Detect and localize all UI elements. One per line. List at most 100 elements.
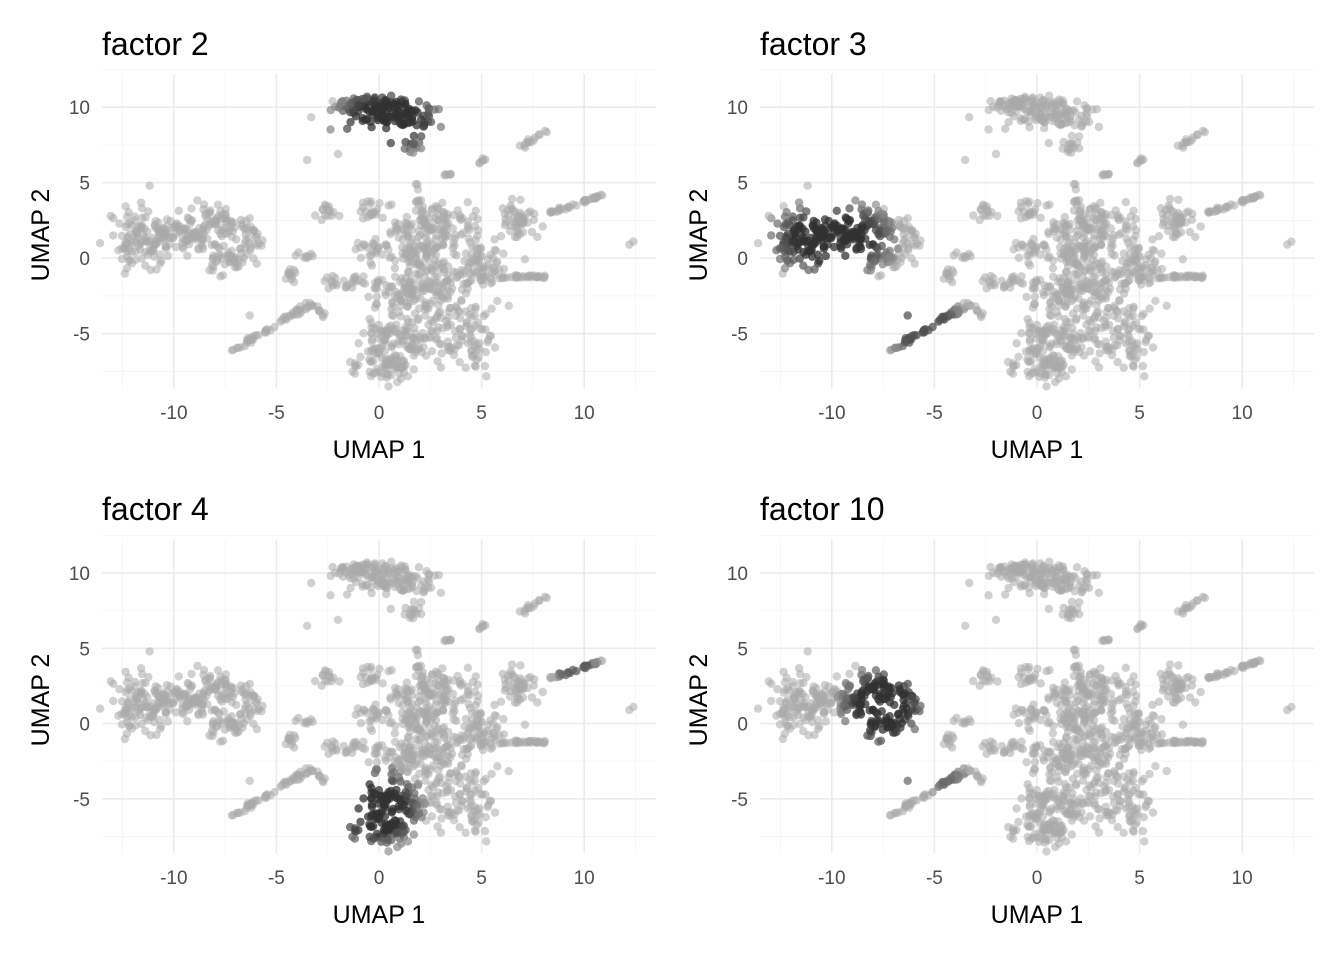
scatter-point: [1121, 198, 1131, 207]
scatter-point: [753, 239, 763, 248]
y-tick-label: 5: [79, 174, 90, 195]
scatter-point: [391, 692, 401, 701]
scatter-point: [857, 200, 867, 209]
scatter-point: [1101, 285, 1111, 295]
scatter-point: [199, 200, 209, 209]
scatter-point: [1066, 287, 1075, 297]
scatter-point: [184, 705, 194, 714]
scatter-point: [457, 230, 466, 239]
scatter-point: [384, 847, 393, 856]
scatter-point: [492, 259, 501, 268]
scatter-point: [1143, 331, 1153, 340]
scatter-point: [416, 609, 426, 619]
scatter-point: [335, 211, 344, 221]
scatter-point: [1020, 115, 1030, 124]
scatter-point: [791, 229, 800, 238]
y-axis-title: UMAP 2: [685, 189, 713, 282]
scatter-point: [449, 816, 459, 825]
scatter-point: [213, 200, 223, 209]
scatter-point: [106, 211, 116, 221]
scatter-point: [95, 704, 105, 713]
scatter-point: [166, 699, 176, 708]
scatter-point: [338, 563, 347, 572]
scatter-point: [150, 686, 159, 696]
scatter-point: [136, 198, 146, 207]
scatter-point: [394, 308, 404, 317]
scatter-point: [791, 695, 800, 704]
scatter-point: [572, 666, 581, 676]
scatter-point: [351, 359, 360, 368]
scatter-point: [819, 709, 829, 719]
scatter-point: [1025, 357, 1034, 367]
scatter-point: [199, 688, 208, 697]
x-tick-label: -5: [926, 403, 943, 424]
scatter-point: [1162, 210, 1171, 220]
scatter-point: [174, 206, 183, 215]
scatter-point: [1103, 170, 1113, 179]
scatter-point: [526, 207, 535, 216]
scatter-point: [526, 672, 535, 682]
scatter-point: [471, 235, 480, 245]
scatter-point: [947, 310, 956, 319]
scatter-point: [328, 97, 337, 106]
scatter-point: [152, 265, 161, 274]
scatter-point: [480, 826, 490, 836]
scatter-point: [242, 801, 252, 811]
scatter-point: [391, 737, 400, 747]
scatter-point: [1113, 307, 1122, 316]
scatter-point: [383, 370, 393, 380]
scatter-point: [137, 254, 146, 263]
scatter-point: [829, 708, 839, 717]
scatter-point: [1036, 102, 1046, 112]
scatter-point: [374, 242, 383, 251]
scatter-point: [371, 208, 380, 217]
scatter-point: [864, 671, 873, 681]
x-tick-label: -10: [818, 403, 845, 424]
scatter-point: [280, 314, 290, 323]
scatter-point: [518, 693, 528, 702]
scatter-point: [260, 328, 269, 337]
point-cloud: [753, 91, 1296, 391]
scatter-point: [1056, 225, 1065, 234]
scatter-point: [297, 307, 306, 317]
scatter-point: [1089, 234, 1099, 244]
scatter-point: [475, 717, 485, 726]
scatter-point: [184, 694, 193, 704]
scatter-point: [483, 803, 492, 812]
scatter-point: [409, 296, 418, 306]
scatter-point: [1174, 208, 1183, 217]
scatter-point: [810, 265, 819, 274]
scatter-point: [439, 257, 449, 267]
scatter-point: [795, 254, 804, 263]
scatter-point: [538, 687, 547, 697]
scatter-point: [318, 670, 327, 679]
scatter-point: [775, 709, 784, 718]
scatter-point: [830, 684, 839, 694]
x-tick-label: -5: [268, 403, 285, 424]
scatter-point: [1073, 261, 1083, 270]
scatter-point: [306, 715, 316, 724]
scatter-point: [1030, 299, 1039, 309]
scatter-point: [1154, 232, 1164, 241]
scatter-point: [371, 673, 380, 682]
scatter-point: [400, 749, 409, 758]
scatter-point: [504, 301, 513, 310]
scatter-point: [1030, 248, 1039, 258]
scatter-point: [318, 205, 327, 214]
scatter-point: [1238, 196, 1247, 205]
scatter-point: [373, 743, 382, 753]
scatter-point: [1098, 214, 1107, 223]
scatter-point: [1248, 193, 1258, 202]
scatter-point: [1104, 278, 1114, 287]
scatter-point: [463, 749, 472, 759]
scatter-point: [916, 236, 925, 245]
scatter-point: [377, 837, 386, 846]
scatter-point: [338, 97, 347, 106]
scatter-point: [420, 217, 429, 226]
scatter-point: [117, 697, 127, 706]
scatter-point: [1091, 287, 1100, 297]
scatter-point: [910, 259, 919, 268]
scatter-point: [443, 788, 452, 797]
scatter-point: [879, 210, 888, 219]
y-tick-label: 10: [69, 564, 90, 585]
